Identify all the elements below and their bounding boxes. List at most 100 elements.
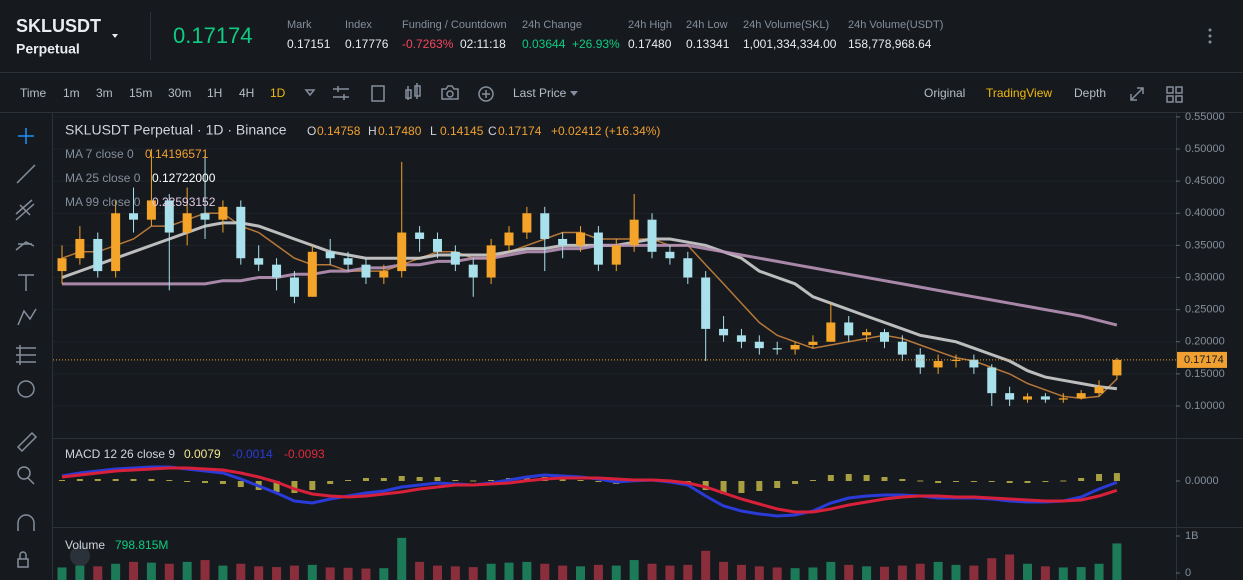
- candle-body: [629, 219, 639, 246]
- candle-body: [272, 264, 282, 278]
- macd-histogram-bar: [380, 478, 387, 481]
- volume-bar: [272, 567, 282, 580]
- macd-histogram-bar: [1096, 474, 1103, 481]
- candle-body: [665, 251, 675, 259]
- macd-histogram-bar: [130, 479, 137, 481]
- candle-body: [486, 245, 496, 278]
- stat-label: 24h High: [628, 19, 672, 31]
- interval[interactable]: 1m: [63, 86, 80, 100]
- candle-body: [57, 258, 67, 272]
- candle-body: [182, 213, 192, 233]
- y-tick-label: 0.45000: [1185, 175, 1225, 187]
- candle-body: [504, 232, 514, 246]
- interval[interactable]: 1D: [270, 86, 286, 100]
- volume-bar: [254, 566, 264, 580]
- interval[interactable]: 15m: [129, 86, 152, 100]
- macd-histogram-bar: [59, 480, 65, 481]
- macd-histogram-bar: [94, 479, 101, 481]
- macd-histogram-bar: [756, 481, 763, 491]
- macd-histogram-bar: [76, 479, 83, 481]
- macd-histogram-bar: [1006, 481, 1013, 483]
- candle-body: [897, 341, 907, 355]
- interval[interactable]: 1H: [207, 86, 222, 100]
- volume-bar: [629, 560, 639, 580]
- stat-label: 24h Volume(SKL): [743, 19, 829, 31]
- volume-bar: [218, 565, 228, 580]
- view-tab[interactable]: Original: [924, 86, 965, 100]
- dropdown-caret[interactable]: [112, 34, 118, 38]
- last-price: 0.17174: [173, 23, 253, 48]
- candle-body: [218, 206, 228, 220]
- volume-bar: [432, 565, 442, 580]
- view-tab[interactable]: Depth: [1074, 86, 1106, 100]
- ma-value: 0.22593152: [152, 195, 216, 209]
- ohlc-label: O: [307, 124, 316, 138]
- macd-label: MACD 12 26 close 9: [65, 447, 175, 461]
- stat-label: Mark: [287, 19, 312, 31]
- macd-value: 0.0079: [184, 447, 221, 461]
- interval[interactable]: 4H: [239, 86, 254, 100]
- volume-bar: [236, 563, 246, 580]
- candle-body: [754, 341, 764, 349]
- stat-value: 158,778,968.64: [848, 37, 932, 51]
- macd-histogram-bar: [827, 475, 834, 481]
- candle-body: [987, 367, 997, 394]
- interval[interactable]: 3m: [96, 86, 113, 100]
- symbol[interactable]: SKLUSDT: [16, 16, 101, 36]
- candle-body: [450, 251, 460, 265]
- toolbar-icons[interactable]: [304, 83, 1183, 103]
- price-source[interactable]: Last Price: [513, 86, 567, 100]
- volume-bar: [736, 564, 746, 580]
- macd-line: [61, 466, 1118, 514]
- interval[interactable]: Time: [20, 86, 47, 100]
- drawing-tools[interactable]: [15, 128, 38, 568]
- view-tab[interactable]: TradingView: [986, 86, 1052, 100]
- macd-histogram-bar: [559, 479, 566, 481]
- change: +0.02412 (+16.34%): [551, 124, 660, 138]
- candle-body: [325, 251, 335, 259]
- candle-body: [1058, 398, 1068, 400]
- volume-bar: [486, 563, 496, 580]
- more-menu[interactable]: [1208, 28, 1212, 44]
- volume-bar: [593, 564, 603, 580]
- moving-average: [62, 243, 1118, 327]
- volume-bar: [611, 565, 621, 580]
- macd-value: -0.0014: [232, 447, 273, 461]
- volume-bar: [915, 563, 925, 580]
- candle-body: [540, 213, 550, 239]
- volume-bar: [57, 567, 67, 580]
- macd-value: -0.0093: [284, 447, 325, 461]
- stat-value: +26.93%: [572, 37, 620, 51]
- volume-bar: [146, 562, 156, 580]
- volume-bar: [379, 568, 389, 580]
- macd-histogram-bar: [219, 481, 226, 484]
- macd-histogram-bar: [845, 474, 852, 481]
- y-tick-label: 0.40000: [1185, 207, 1225, 219]
- volume-bar: [164, 563, 174, 580]
- y-tick-label: 0.35000: [1185, 239, 1225, 251]
- volume-bar: [1023, 563, 1033, 580]
- candle-body: [397, 232, 407, 272]
- ohlc-value: 0.14145: [440, 124, 484, 138]
- candle-body: [933, 361, 943, 368]
- volume-bar: [1094, 563, 1104, 580]
- volume-bar: [504, 562, 514, 580]
- volume-bar: [808, 567, 818, 580]
- candle-body: [879, 332, 889, 342]
- volume-bar: [540, 563, 550, 580]
- macd-histogram-bar: [362, 478, 369, 481]
- y-tick-label: 0.20000: [1185, 336, 1225, 348]
- ohlc-value: 0.14758: [317, 124, 361, 138]
- ohlc-label: H: [368, 124, 377, 138]
- volume-bar: [933, 561, 943, 580]
- macd-histogram-bar: [953, 481, 959, 482]
- volume-bar: [1005, 554, 1015, 580]
- macd-histogram-bar: [988, 481, 995, 482]
- volume-bar: [1058, 567, 1068, 580]
- macd-histogram-bar: [291, 481, 298, 493]
- candle-body: [969, 359, 979, 368]
- interval[interactable]: 30m: [168, 86, 191, 100]
- macd-histogram-bar: [345, 480, 352, 481]
- candle-body: [379, 271, 389, 278]
- volume-value: 798.815M: [115, 538, 168, 552]
